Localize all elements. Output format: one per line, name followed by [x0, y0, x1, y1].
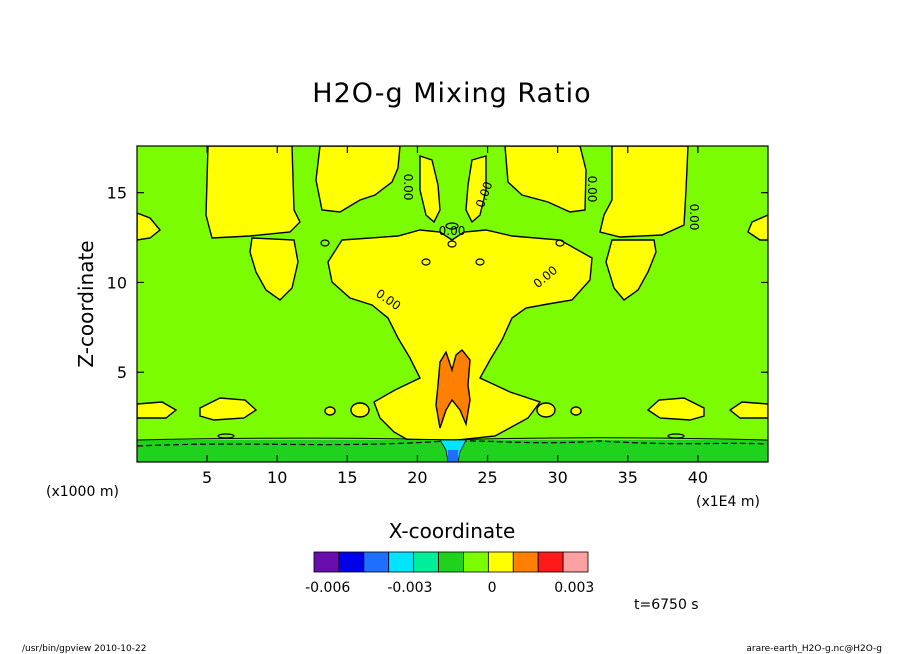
contour-label: 0.00 [401, 174, 415, 201]
x-tick-label: 30 [547, 468, 567, 487]
y-tick-label: 15 [107, 184, 127, 203]
y-axis-label: Z-coordinate [74, 240, 98, 367]
colorbar-swatch [388, 551, 415, 573]
colorbar-swatch [487, 551, 514, 573]
contour-label: 0.00 [687, 204, 701, 231]
colorbar-tick-label: -0.003 [387, 580, 432, 596]
chart-title: H2O-g Mixing Ratio [312, 78, 591, 109]
y-unit-label: (x1000 m) [46, 484, 119, 500]
colorbar-swatch [537, 551, 564, 573]
x-tick-label: 25 [477, 468, 497, 487]
upper-yellow-regions [137, 146, 768, 301]
x-axis-label: X-coordinate [389, 519, 516, 543]
colorbar-swatch [463, 551, 489, 573]
lower-yellow-regions [137, 397, 768, 421]
colorbar-tick-label: 0.003 [554, 580, 594, 596]
colorbar-tick-label: 0 [488, 580, 497, 596]
plot-frame [136, 145, 769, 463]
central-plume [327, 229, 593, 441]
colorbar-swatch [313, 551, 340, 573]
y-tick-label: 10 [107, 273, 127, 292]
colorbar-swatch [413, 551, 439, 573]
colorbar-swatch [562, 551, 589, 573]
colorbar-tick-label: -0.006 [305, 580, 350, 596]
x-tick-label: 15 [337, 468, 357, 487]
x-tick-label: 35 [618, 468, 638, 487]
colorbar-swatch [338, 551, 365, 573]
x-tick-label: 40 [688, 468, 708, 487]
orange-core [435, 349, 471, 429]
contour-plot [137, 146, 768, 462]
time-label: t=6750 s [634, 597, 699, 613]
y-tick-label: 5 [117, 363, 127, 382]
contour-label: 0.00 [439, 224, 466, 238]
footer-right: arare-earth_H2O-g.nc@H2O-g [746, 644, 882, 654]
x-unit-label: (x1E4 m) [696, 494, 760, 510]
x-tick-label: 20 [407, 468, 427, 487]
x-tick-label: 10 [267, 468, 287, 487]
axes: 5 10 15 20 25 30 35 40 5 10 15 [107, 146, 768, 487]
colorbar-swatch [363, 551, 390, 573]
colorbar: -0.006 -0.003 0 0.003 [305, 551, 594, 596]
colorbar-swatch [438, 551, 464, 573]
x-tick-label: 5 [202, 468, 212, 487]
footer-left: /usr/bin/gpview 2010-10-22 [22, 644, 146, 654]
contour-label: 0.00 [585, 176, 599, 203]
colorbar-swatch [512, 551, 539, 573]
contour-loops [217, 222, 685, 439]
